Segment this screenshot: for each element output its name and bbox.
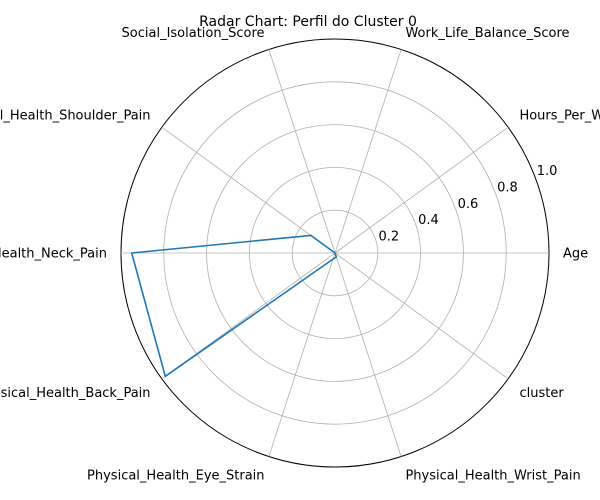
radar-spoke [334,49,402,254]
radar-axis-labels: Age Hours_Per_Week Work_Life_Balance_Score… [0,26,600,484]
radar-spoke [268,49,336,254]
axis-label-physical-health-wrist-pain: Physical_Health_Wrist_Pain [405,469,580,484]
axis-label-physical-health-back-pain: Physical_Health_Back_Pain [0,386,151,401]
axis-label-physical-health-neck-pain: Physical_Health_Neck_Pain [0,247,107,262]
radial-tick-label: 1.0 [537,164,558,179]
radial-tick-label: 0.8 [497,180,518,195]
radar-radial-ticks: 0.2 0.4 0.6 0.8 1.0 [379,164,558,245]
radar-spoke [268,252,336,457]
radar-spoke [161,126,336,254]
axis-label-work-life-balance-score: Work_Life_Balance_Score [405,26,569,41]
radial-tick-label: 0.2 [379,230,400,245]
radar-series [130,234,338,378]
chart-title: Radar Chart: Perfil do Cluster 0 [199,14,417,30]
radar-spoke [334,126,509,254]
radial-tick-label: 0.6 [458,197,479,212]
axis-label-physical-health-eye-strain: Physical_Health_Eye_Strain [87,469,265,484]
radar-spoke [334,252,402,457]
radar-spoke [334,252,509,380]
series-line [130,234,338,378]
axis-label-age: Age [563,247,588,262]
axis-label-physical-health-shoulder-pain: Physical_Health_Shoulder_Pain [0,109,151,124]
radial-tick-label: 0.4 [418,213,439,228]
radar-grid [120,38,550,468]
axis-label-cluster: cluster [519,386,564,401]
axis-label-hours-per-week: Hours_Per_Week [519,109,600,124]
axis-label-social-isolation-score: Social_Isolation_Score [122,26,265,41]
